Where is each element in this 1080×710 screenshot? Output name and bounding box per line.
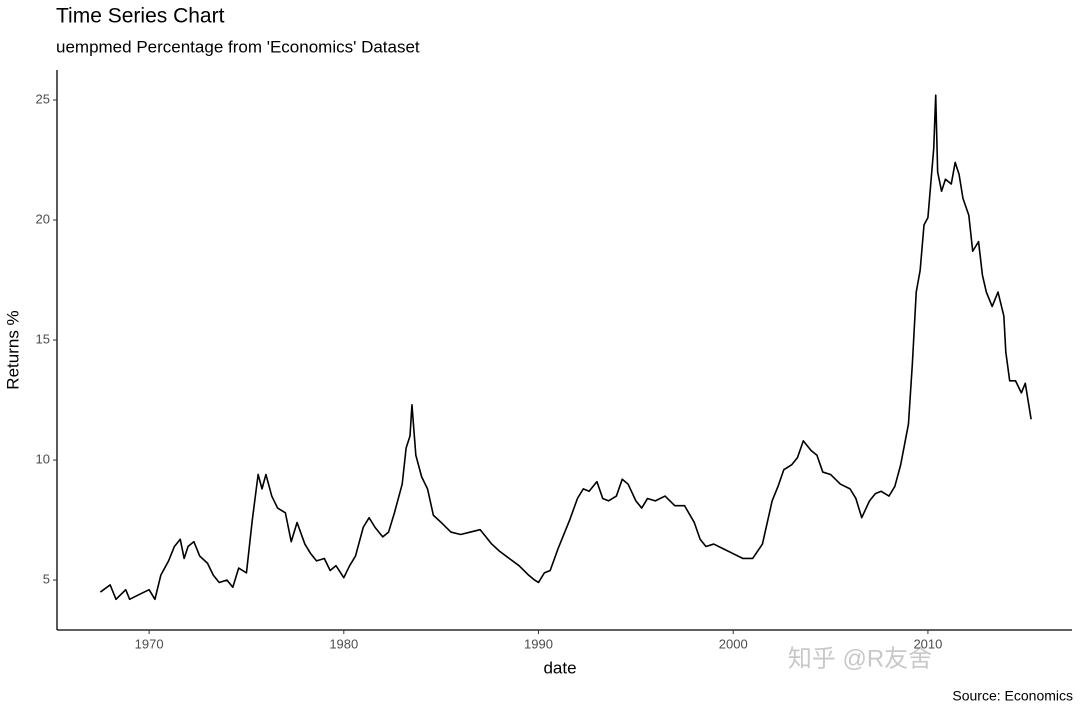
x-tick-label: 2000 (719, 636, 748, 651)
y-tick-label: 5 (43, 572, 50, 587)
y-tick-label: 25 (36, 91, 50, 106)
x-tick-label: 1970 (135, 636, 164, 651)
x-axis-label: date (543, 658, 576, 677)
y-tick-label: 20 (36, 211, 50, 226)
y-axis-label: Returns % (3, 310, 22, 389)
x-tick-label: 1990 (524, 636, 553, 651)
chart-title: Time Series Chart (56, 5, 225, 28)
caption: Source: Economics (952, 688, 1073, 704)
data-line (99, 94, 1032, 601)
chart-subtitle: uempmed Percentage from 'Economics' Data… (56, 37, 420, 56)
x-tick-label: 2010 (913, 636, 942, 651)
y-tick-label: 15 (36, 331, 50, 346)
x-tick-label: 1980 (329, 636, 358, 651)
y-tick-label: 10 (36, 451, 50, 466)
watermark: 知乎 @R友舍 (788, 645, 932, 672)
